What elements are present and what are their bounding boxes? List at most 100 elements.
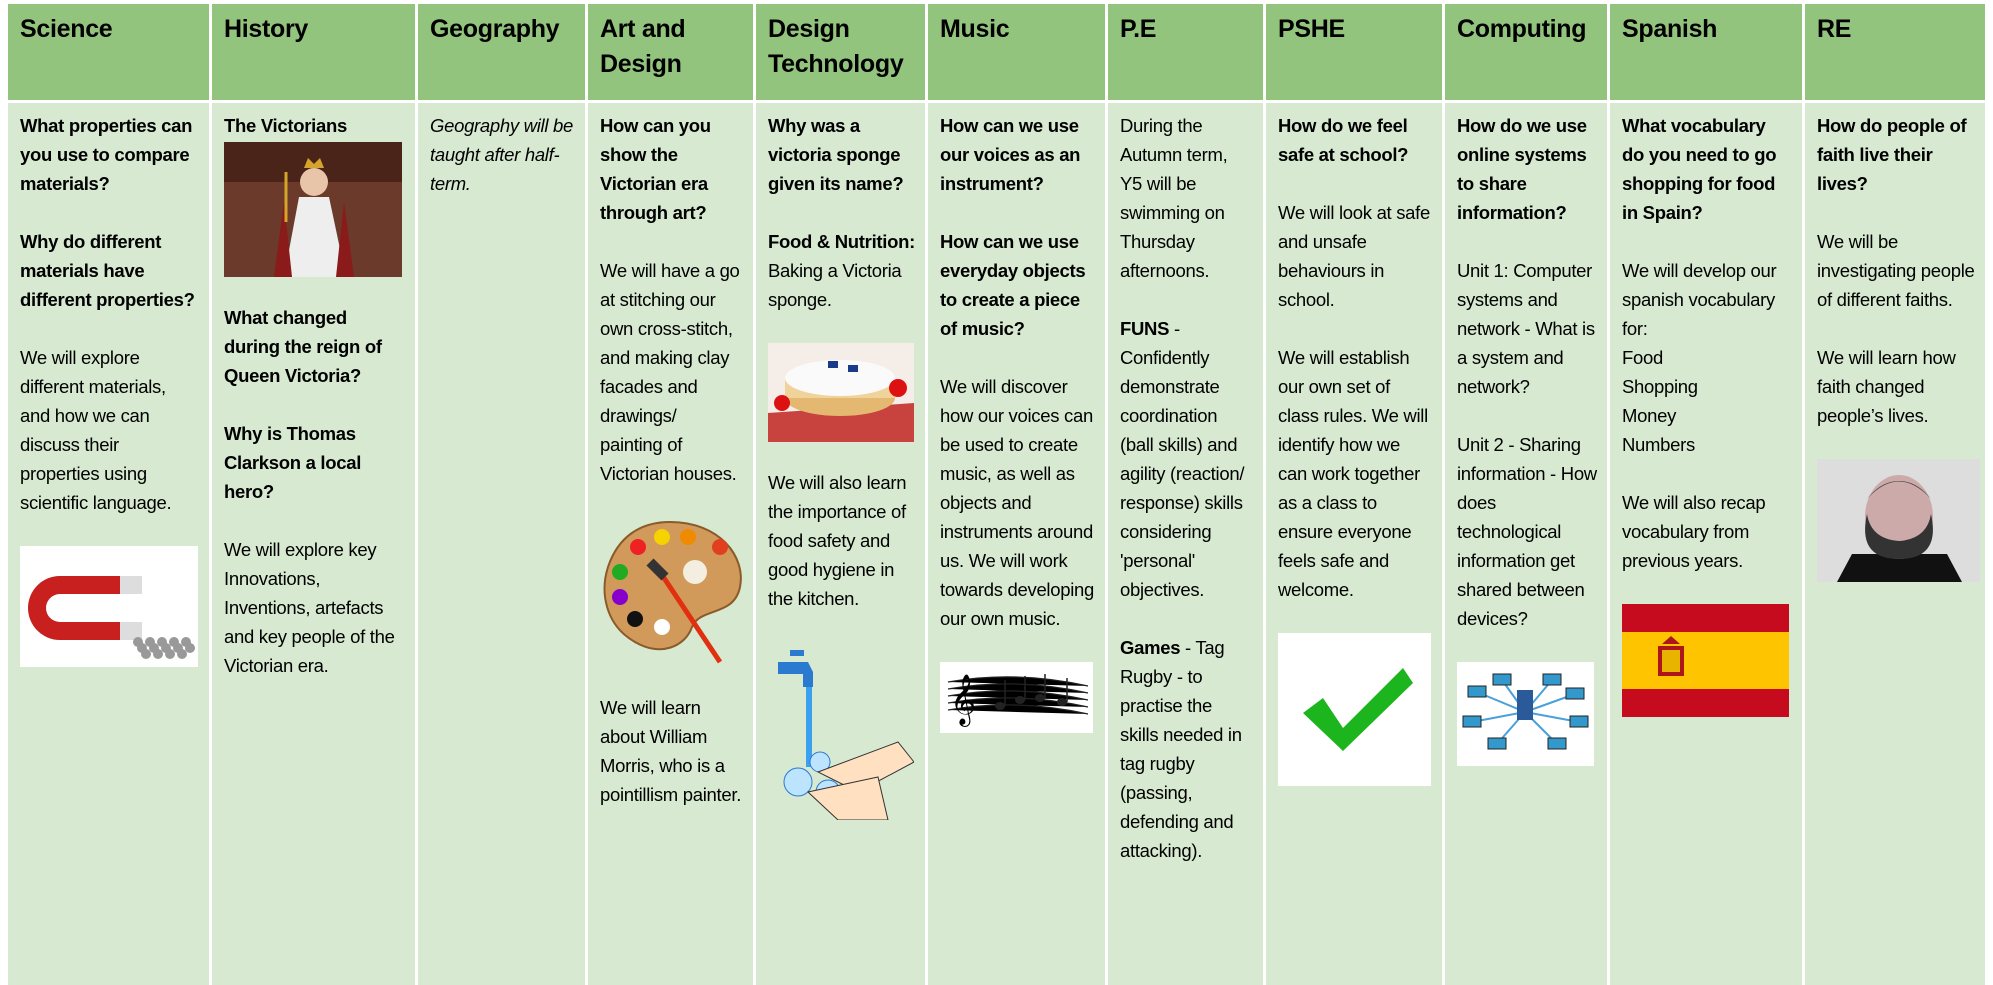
picture [1278, 633, 1432, 794]
column: History The Victorians What changed during… [212, 4, 415, 985]
text-run: FUNS [1120, 318, 1170, 339]
text-run: We will also recap vocabulary from previ… [1622, 492, 1766, 571]
paragraph: We will establish our own set of class r… [1278, 343, 1432, 604]
column-header: Geography [418, 4, 585, 100]
text-run: We will learn how faith changed people’s… [1817, 347, 1956, 426]
text-run: We will learn about William Morris, who … [600, 697, 742, 805]
column: Music How can we use our voices as an ins… [928, 4, 1105, 985]
column-body: Geography will be taught after half-term… [418, 103, 585, 985]
text-run: We will discover how our voices can be u… [940, 376, 1095, 629]
paragraph: We will learn about William Morris, who … [600, 693, 743, 809]
column: Spanish What vocabulary do you need to go… [1610, 4, 1802, 985]
picture [1817, 459, 1980, 590]
paragraph: Why do different materials have differen… [20, 227, 199, 314]
column-body: How can you show the Victorian era throu… [588, 103, 753, 985]
column-body: How do people of faith live their lives?… [1805, 103, 1985, 985]
text-run: What vocabulary do you need to go shoppi… [1622, 115, 1777, 223]
text-run: How can we use our voices as an instrume… [940, 115, 1081, 194]
text-run: Food [1622, 347, 1663, 368]
column-body: How do we feel safe at school? We will lo… [1266, 103, 1442, 985]
column: P.E During the Autumn term, Y5 will be sw… [1108, 4, 1263, 985]
text-run: Why do different materials have differen… [20, 231, 195, 310]
text-run: How can you show the Victorian era throu… [600, 115, 711, 223]
text-run: Unit 1: Computer systems and network - W… [1457, 260, 1595, 397]
text-run: - Tag Rugby - to practise the skills nee… [1120, 637, 1242, 861]
text-run: How do we feel safe at school? [1278, 115, 1409, 165]
column-header: Design Technology [756, 4, 925, 100]
picture [20, 546, 199, 675]
text-run: The Victorians [224, 115, 347, 136]
paragraph: What properties can you use to compare m… [20, 111, 199, 198]
picture [1457, 662, 1597, 774]
text-run: We will also learn the importance of foo… [768, 472, 907, 609]
paragraph: How can you show the Victorian era throu… [600, 111, 743, 227]
text-run: We will develop our spanish vocabulary f… [1622, 260, 1777, 339]
text-run: We will explore different materials, and… [20, 347, 172, 513]
column-header: History [212, 4, 415, 100]
column: Geography Geography will be taught after … [418, 4, 585, 985]
paragraph: We will be investigating people of diffe… [1817, 227, 1975, 314]
picture [768, 642, 915, 828]
paragraph: Games - Tag Rugby - to practise the skil… [1120, 633, 1253, 865]
paragraph: We will learn how faith changed people’s… [1817, 343, 1975, 430]
text-run: Numbers [1622, 434, 1695, 455]
paragraph: What vocabulary do you need to go shoppi… [1622, 111, 1792, 227]
paragraph: We will explore different materials, and… [20, 343, 199, 517]
picture [224, 142, 405, 285]
column-header: P.E [1108, 4, 1263, 100]
column-header: Science [8, 4, 209, 100]
text-run: Baking a Victoria sponge. [768, 260, 902, 310]
column-header: Art and Design [588, 4, 753, 100]
text-run: How do people of faith live their lives? [1817, 115, 1967, 194]
picture [1622, 604, 1792, 725]
text-run: How can we use everyday objects to creat… [940, 231, 1086, 339]
paragraph: How can we use our voices as an instrume… [940, 111, 1095, 198]
paragraph: How do people of faith live their lives? [1817, 111, 1975, 198]
paragraph: During the Autumn term, Y5 will be swimm… [1120, 111, 1253, 285]
column-header: RE [1805, 4, 1985, 100]
paragraph: We will also recap vocabulary from previ… [1622, 488, 1792, 575]
text-run: Why was a victoria sponge given its name… [768, 115, 904, 194]
text-run: Games [1120, 637, 1181, 658]
text-run: Money [1622, 405, 1677, 426]
paragraph: Unit 2 - Sharing information - How does … [1457, 430, 1597, 633]
paragraph: What changed during the reign of Queen V… [224, 303, 405, 390]
paragraph: We will develop our spanish vocabulary f… [1622, 256, 1792, 459]
column-body: How can we use our voices as an instrume… [928, 103, 1105, 985]
text-run: Food & Nutrition: [768, 231, 915, 252]
text-run: We will establish our own set of class r… [1278, 347, 1428, 600]
paragraph: We will have a go at stitching our own c… [600, 256, 743, 488]
paragraph: Why is Thomas Clarkson a local hero? [224, 419, 405, 506]
paragraph: Why was a victoria sponge given its name… [768, 111, 915, 198]
column-header: Spanish [1610, 4, 1802, 100]
column-header: Computing [1445, 4, 1607, 100]
column-body: How do we use online systems to share in… [1445, 103, 1607, 985]
paragraph: The Victorians [224, 111, 405, 140]
picture [600, 517, 743, 675]
picture: 𝄞 [940, 662, 1095, 741]
column-header: PSHE [1266, 4, 1442, 100]
picture [768, 343, 915, 450]
column-body: Why was a victoria sponge given its name… [756, 103, 925, 985]
column-header: Music [928, 4, 1105, 100]
text-run: How do we use online systems to share in… [1457, 115, 1587, 223]
paragraph: How do we use online systems to share in… [1457, 111, 1597, 227]
paragraph: Geography will be taught after half-term… [430, 111, 575, 198]
column: RE How do people of faith live their live… [1805, 4, 1985, 985]
paragraph: Unit 1: Computer systems and network - W… [1457, 256, 1597, 401]
paragraph: We will look at safe and unsafe behaviou… [1278, 198, 1432, 314]
column: Art and Design How can you show the Victo… [588, 4, 753, 985]
text-run: Why is Thomas Clarkson a local hero? [224, 423, 362, 502]
text-run: During the Autumn term, Y5 will be swimm… [1120, 115, 1228, 281]
text-run: Geography will be taught after half-term… [430, 115, 573, 194]
paragraph: Food & Nutrition: Baking a Victoria spon… [768, 227, 915, 314]
text-run: What properties can you use to compare m… [20, 115, 193, 194]
paragraph: We will also learn the importance of foo… [768, 468, 915, 613]
text-run: We will explore key Innovations, Inventi… [224, 539, 395, 676]
paragraph: How do we feel safe at school? [1278, 111, 1432, 169]
column: PSHE How do we feel safe at school? We wil… [1266, 4, 1442, 985]
text-run: Unit 2 - Sharing information - How does … [1457, 434, 1597, 629]
paragraph: We will explore key Innovations, Inventi… [224, 535, 405, 680]
column-body: What vocabulary do you need to go shoppi… [1610, 103, 1802, 985]
